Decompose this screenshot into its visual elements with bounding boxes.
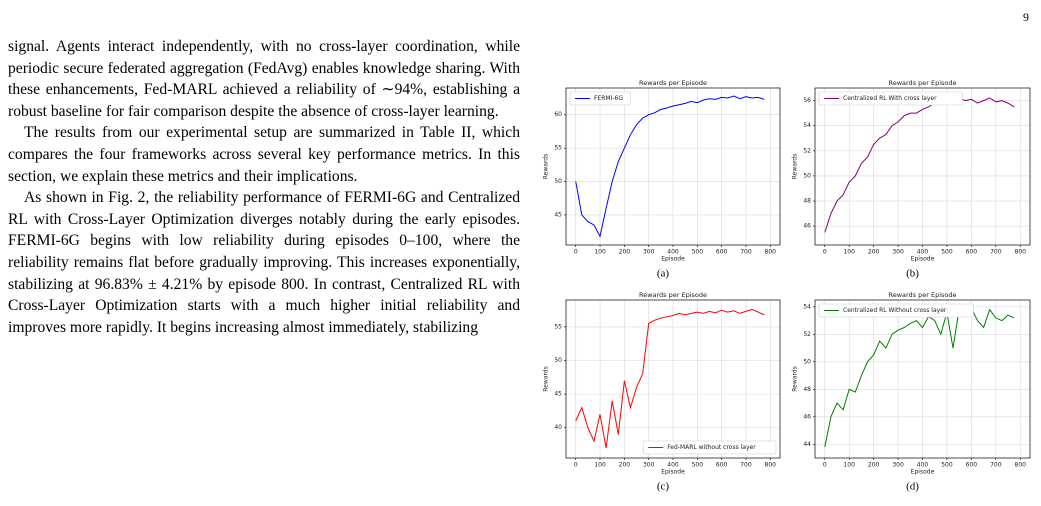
- y-axis-label: Rewards: [792, 154, 799, 179]
- x-tick-label: 300: [643, 462, 655, 469]
- plot-frame: [814, 299, 1031, 459]
- x-tick-label: 700: [990, 249, 1002, 256]
- x-tick-label: 300: [892, 462, 904, 469]
- y-tick-label: 60: [554, 111, 562, 118]
- y-axis-label: Rewards: [543, 366, 550, 391]
- y-tick-label: 44: [803, 441, 811, 448]
- x-tick-label: 700: [740, 249, 752, 256]
- y-axis-label: Rewards: [792, 366, 799, 391]
- x-tick-label: 300: [643, 249, 655, 256]
- caption: (d): [906, 481, 919, 493]
- x-tick-label: 500: [941, 249, 953, 256]
- legend-box: [642, 440, 777, 455]
- x-tick-label: 500: [692, 462, 704, 469]
- plot-frame: [565, 299, 781, 459]
- x-tick-label: 600: [966, 249, 978, 256]
- y-tick-label: 54: [803, 122, 811, 129]
- data-line: [824, 97, 1015, 233]
- y-tick-label: 55: [554, 145, 562, 152]
- y-tick-label: 50: [803, 358, 811, 365]
- x-tick-label: 800: [1015, 249, 1027, 256]
- x-tick-label: 800: [765, 462, 777, 469]
- x-tick-label: 200: [868, 462, 880, 469]
- plot-frame: [565, 87, 781, 246]
- x-tick-label: 400: [917, 249, 929, 256]
- y-tick-label: 52: [803, 147, 811, 154]
- x-tick-label: 200: [868, 249, 880, 256]
- caption: (c): [657, 481, 670, 493]
- paragraph: As shown in Fig. 2, the reliability perf…: [8, 189, 520, 336]
- legend-box: [818, 303, 974, 318]
- y-tick-label: 50: [554, 357, 562, 364]
- x-tick-label: 800: [765, 249, 777, 256]
- y-tick-label: 54: [803, 303, 811, 310]
- y-tick-label: 46: [803, 413, 811, 420]
- y-tick-label: 56: [803, 97, 811, 104]
- x-tick-label: 0: [574, 462, 578, 469]
- x-tick-label: 700: [740, 462, 752, 469]
- y-tick-label: 48: [803, 386, 811, 393]
- y-tick-label: 46: [803, 223, 811, 230]
- y-tick-label: 40: [554, 424, 562, 431]
- chart-title: Rewards per Episode: [888, 291, 956, 299]
- x-tick-label: 100: [843, 462, 855, 469]
- y-tick-label: 50: [554, 178, 562, 185]
- x-tick-label: 300: [892, 249, 904, 256]
- chart: Rewards per Episode 0 100 200 300 400 500 600 70…: [543, 79, 781, 280]
- x-tick-label: 0: [823, 249, 827, 256]
- x-tick-label: 100: [594, 462, 606, 469]
- y-tick-label: 45: [554, 391, 562, 398]
- x-axis-label: Episode: [911, 256, 935, 263]
- x-tick-label: 700: [990, 462, 1002, 469]
- plot-frame: [814, 87, 1031, 246]
- legend-label: Centralized RL With cross layer: [843, 95, 937, 102]
- caption: (b): [906, 268, 919, 280]
- x-tick-label: 600: [716, 462, 728, 469]
- y-tick-label: 50: [803, 172, 811, 179]
- legend-label: Centralized RL Without cross layer: [843, 307, 947, 314]
- y-tick-label: 55: [554, 323, 562, 330]
- chart: Rewards per Episode 0 100 200 300 400 500 600 70…: [543, 291, 781, 493]
- data-line: [824, 307, 1015, 448]
- x-tick-label: 0: [574, 249, 578, 256]
- chart: Rewards per Episode 0 100 200 300 400 500 600 70…: [792, 79, 1031, 280]
- chart: Rewards per Episode 0 100 200 300 400 500 600 70…: [792, 291, 1031, 493]
- chart-title: Rewards per Episode: [639, 79, 707, 87]
- page-number: 9: [1023, 10, 1029, 24]
- legend-box: [818, 91, 963, 106]
- x-tick-label: 400: [667, 462, 679, 469]
- data-line: [575, 95, 765, 238]
- x-tick-label: 0: [823, 462, 827, 469]
- x-axis-label: Episode: [661, 469, 685, 476]
- data-line: [575, 308, 765, 448]
- x-tick-label: 400: [667, 249, 679, 256]
- x-tick-label: 500: [692, 249, 704, 256]
- caption: (a): [657, 268, 670, 280]
- y-tick-label: 45: [554, 211, 562, 218]
- x-tick-label: 200: [619, 462, 631, 469]
- y-axis-label: Rewards: [543, 154, 550, 179]
- x-tick-label: 400: [917, 462, 929, 469]
- text-column: signal. Agents interact independently, w…: [8, 36, 520, 338]
- x-tick-label: 500: [941, 462, 953, 469]
- x-axis-label: Episode: [661, 256, 685, 263]
- x-tick-label: 800: [1015, 462, 1027, 469]
- y-tick-label: 48: [803, 198, 811, 205]
- chart-title: Rewards per Episode: [639, 291, 707, 299]
- x-axis-label: Episode: [911, 469, 935, 476]
- y-tick-label: 52: [803, 331, 811, 338]
- x-tick-label: 100: [843, 249, 855, 256]
- x-tick-label: 600: [716, 249, 728, 256]
- x-tick-label: 100: [594, 249, 606, 256]
- chart-title: Rewards per Episode: [888, 79, 956, 87]
- paragraph: The results from our experimental setup …: [8, 124, 520, 185]
- legend-label: FERMI-6G: [594, 95, 623, 102]
- x-tick-label: 600: [966, 462, 978, 469]
- x-tick-label: 200: [619, 249, 631, 256]
- legend-box: [569, 91, 632, 106]
- paragraph: signal. Agents interact independently, w…: [8, 38, 520, 120]
- legend-label: Fed-MARL without cross layer: [667, 444, 756, 451]
